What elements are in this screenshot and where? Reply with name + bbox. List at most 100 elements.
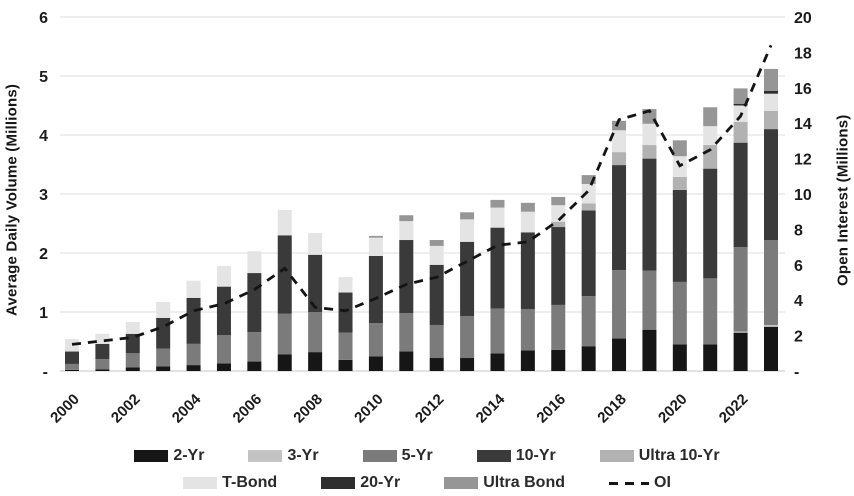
bar-segment-2-yr-2002: [125, 367, 140, 371]
y-tick-right-18: 18: [794, 45, 812, 62]
bar-segment-t-bond-2012: [429, 245, 444, 265]
x-tick-label-2016: 2016: [533, 391, 569, 427]
bar-segment-2-yr-2000: [65, 369, 79, 371]
legend-label-20-yr: 20-Yr: [360, 474, 401, 491]
y-tick-left-3: 3: [39, 187, 48, 204]
y-tick-right-8: 8: [794, 222, 803, 239]
bar-segment-ultra-10-yr-2018: [612, 152, 627, 166]
bar-segment-10-yr-2008: [308, 254, 323, 312]
bar-segment-t-bond-2013: [460, 219, 475, 242]
y-tick-right-16: 16: [794, 81, 812, 98]
left-axis-title: Average Daily Volume (Millions): [3, 83, 21, 317]
bar-segment-ultra-bond-2011: [399, 215, 414, 222]
bar-segment-10-yr-2014: [490, 227, 505, 309]
bar-segment-5-yr-2003: [156, 348, 171, 367]
x-tick-label-2012: 2012: [412, 391, 448, 427]
y-tick-right-14: 14: [794, 116, 812, 133]
legend-label-5-yr: 5-Yr: [401, 447, 433, 464]
legend-item-10-yr: 10-Yr: [476, 447, 556, 465]
bar-segment-10-yr-2021: [703, 168, 718, 279]
bar-segment-2-yr-2015: [520, 350, 535, 371]
legend-item-20-yr: 20-Yr: [321, 474, 400, 492]
bar-segment-5-yr-2017: [581, 296, 596, 347]
bar-segment-10-yr-2023: [764, 129, 778, 241]
x-tick-label-2008: 2008: [290, 391, 326, 427]
bar-segment-5-yr-2010: [368, 323, 383, 357]
bar-segment-5-yr-2023: [764, 240, 778, 325]
bar-segment-5-yr-2002: [125, 353, 140, 368]
y-tick-left-2: 2: [39, 246, 48, 263]
bar-segment-10-yr-2020: [672, 189, 687, 282]
bar-segment-5-yr-2022: [733, 247, 748, 332]
bar-segment-5-yr-2005: [216, 335, 231, 364]
bar-segment-ultra-10-yr-2023: [764, 110, 778, 130]
bar-segment-5-yr-2018: [612, 270, 627, 339]
bar-segment-10-yr-2002: [125, 333, 140, 354]
bar-segment-2-yr-2012: [429, 358, 444, 371]
bar-segment-5-yr-2014: [490, 308, 505, 354]
y-tick-right-6: 6: [794, 258, 803, 275]
bar-segment-10-yr-2011: [399, 240, 414, 314]
legend-label-3-yr: 3-Yr: [287, 447, 319, 464]
legend: 2-Yr 3-Yr 5-Yr 10-Yr Ultra 10-Yr T-Bond 20-Yr U…: [0, 447, 854, 492]
bar-segment-t-bond-2002: [125, 322, 140, 334]
bar-segment-10-yr-2012: [429, 264, 444, 325]
bar-segment-t-bond-2014: [490, 207, 505, 228]
bar-segment-10-yr-2005: [216, 286, 231, 336]
bar-segment-5-yr-2020: [672, 281, 687, 345]
legend-swatch-10-yr: [476, 450, 511, 462]
bar-segment-2-yr-2008: [308, 352, 323, 371]
x-tick-label-2010: 2010: [351, 391, 387, 427]
bar-segment-10-yr-2010: [368, 255, 383, 324]
legend-item-oi: OI: [609, 474, 671, 492]
legend-label-ultra-bond: Ultra Bond: [483, 474, 565, 491]
bar-segment-10-yr-2018: [612, 165, 627, 271]
bar-segment-t-bond-2000: [65, 339, 79, 352]
bar-segment-2-yr-2011: [399, 351, 414, 371]
bar-segment-t-bond-2018: [612, 130, 627, 153]
bar-segment-5-yr-2016: [551, 304, 566, 350]
bar-segment-t-bond-2017: [581, 183, 596, 204]
legend-swatch-20-yr: [321, 477, 356, 489]
oi-line: [71, 44, 773, 346]
bar-segment-ultra-10-yr-2019: [642, 145, 657, 159]
y-tick-right-0: -: [794, 364, 799, 381]
legend-item-t-bond: T-Bond: [183, 474, 277, 492]
bar-segment-2-yr-2022: [733, 332, 748, 371]
bar-segment-ultra-10-yr-2022: [733, 122, 748, 143]
bar-segment-ultra-bond-2018: [612, 120, 627, 131]
bar-segment-2-yr-2017: [581, 346, 596, 371]
x-tick-label-2000: 2000: [47, 391, 83, 427]
bar-segment-5-yr-2021: [703, 278, 718, 345]
x-tick-label-2020: 2020: [655, 391, 691, 427]
bar-segment-t-bond-2007: [277, 209, 292, 236]
bar-segment-5-yr-2006: [247, 332, 262, 362]
bar-segment-10-yr-2016: [551, 227, 566, 305]
bar-segment-5-yr-2012: [429, 324, 444, 359]
bar-segment-2-yr-2020: [672, 344, 687, 371]
bar-segment-10-yr-2009: [338, 292, 353, 333]
legend-label-ultra-10-yr: Ultra 10-Yr: [638, 447, 720, 464]
bar-segment-2-yr-2014: [490, 353, 505, 371]
y-tick-left-1: 1: [39, 305, 48, 322]
bar-segment-2-yr-2018: [612, 338, 627, 371]
bar-segment-t-bond-2009: [338, 277, 353, 293]
y-tick-left-5: 5: [39, 69, 48, 86]
bar-segment-5-yr-2011: [399, 313, 414, 352]
x-tick-label-2002: 2002: [108, 391, 144, 427]
bar-segment-2-yr-2006: [247, 361, 262, 371]
legend-swatch-3-yr: [248, 450, 283, 462]
bar-segment-ultra-bond-2010: [368, 235, 383, 238]
legend-swatch-2-yr: [134, 450, 169, 462]
bar-segment-2-yr-2007: [277, 354, 292, 371]
legend-swatch-5-yr: [362, 450, 397, 462]
bar-segment-10-yr-2004: [186, 297, 201, 344]
bar-segment-3-yr-2022: [733, 331, 748, 333]
legend-swatch-t-bond: [183, 477, 218, 489]
y-tick-right-20: 20: [794, 10, 812, 27]
bar-segment-5-yr-2015: [520, 309, 535, 351]
bar-segment-10-yr-2017: [581, 210, 596, 297]
bar-segment-t-bond-2011: [399, 221, 414, 241]
x-tick-label-2004: 2004: [169, 390, 205, 426]
legend-item-3-yr: 3-Yr: [248, 447, 319, 465]
